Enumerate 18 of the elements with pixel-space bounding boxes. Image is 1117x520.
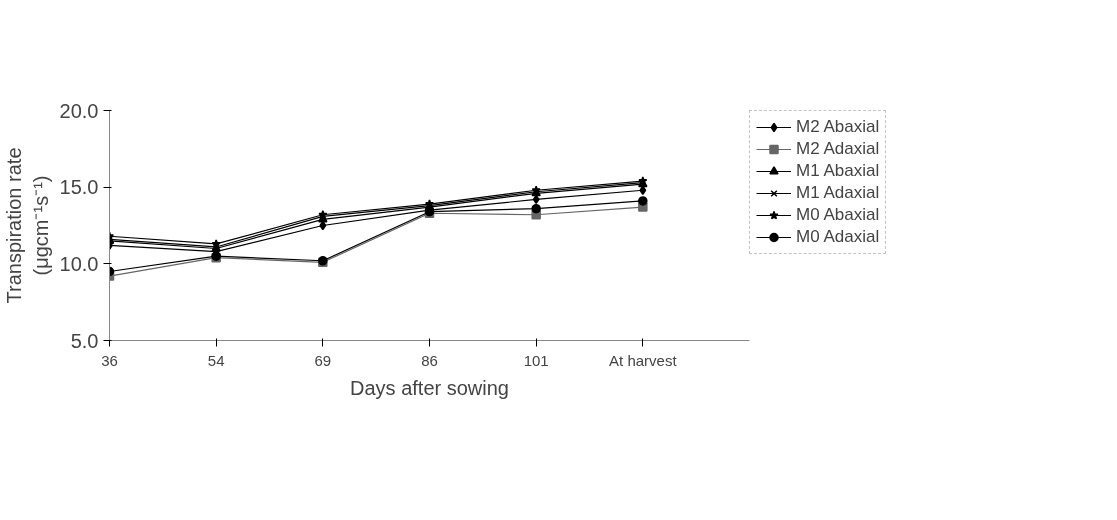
x-tick-label: 36	[101, 351, 118, 369]
x-axis-title: Days after sowing	[350, 376, 509, 399]
legend-label: M0 Adaxial	[796, 227, 880, 247]
legend-label: M2 Abaxial	[796, 117, 880, 137]
y-tick-label: 5.0	[70, 329, 99, 352]
legend-label: M2 Adaxial	[796, 139, 880, 159]
legend-label: M0 Abaxial	[796, 205, 880, 225]
y-tick-label: 15.0	[59, 176, 99, 199]
legend-label: M1 Abaxial	[796, 161, 880, 181]
y-axis-title: Transpiration rate (μgcm⁻¹s⁻¹)	[3, 147, 52, 304]
x-tick-label: At harvest	[609, 351, 678, 369]
x-tick-label: 69	[314, 351, 332, 369]
y-tick-label: 10.0	[59, 252, 99, 275]
y-tick-label: 20.0	[59, 99, 99, 122]
x-tick-label: 101	[523, 351, 549, 369]
x-tick-label: 54	[207, 351, 225, 369]
x-tick-label: 86	[421, 351, 438, 369]
legend-label: M1 Adaxial	[796, 183, 880, 203]
